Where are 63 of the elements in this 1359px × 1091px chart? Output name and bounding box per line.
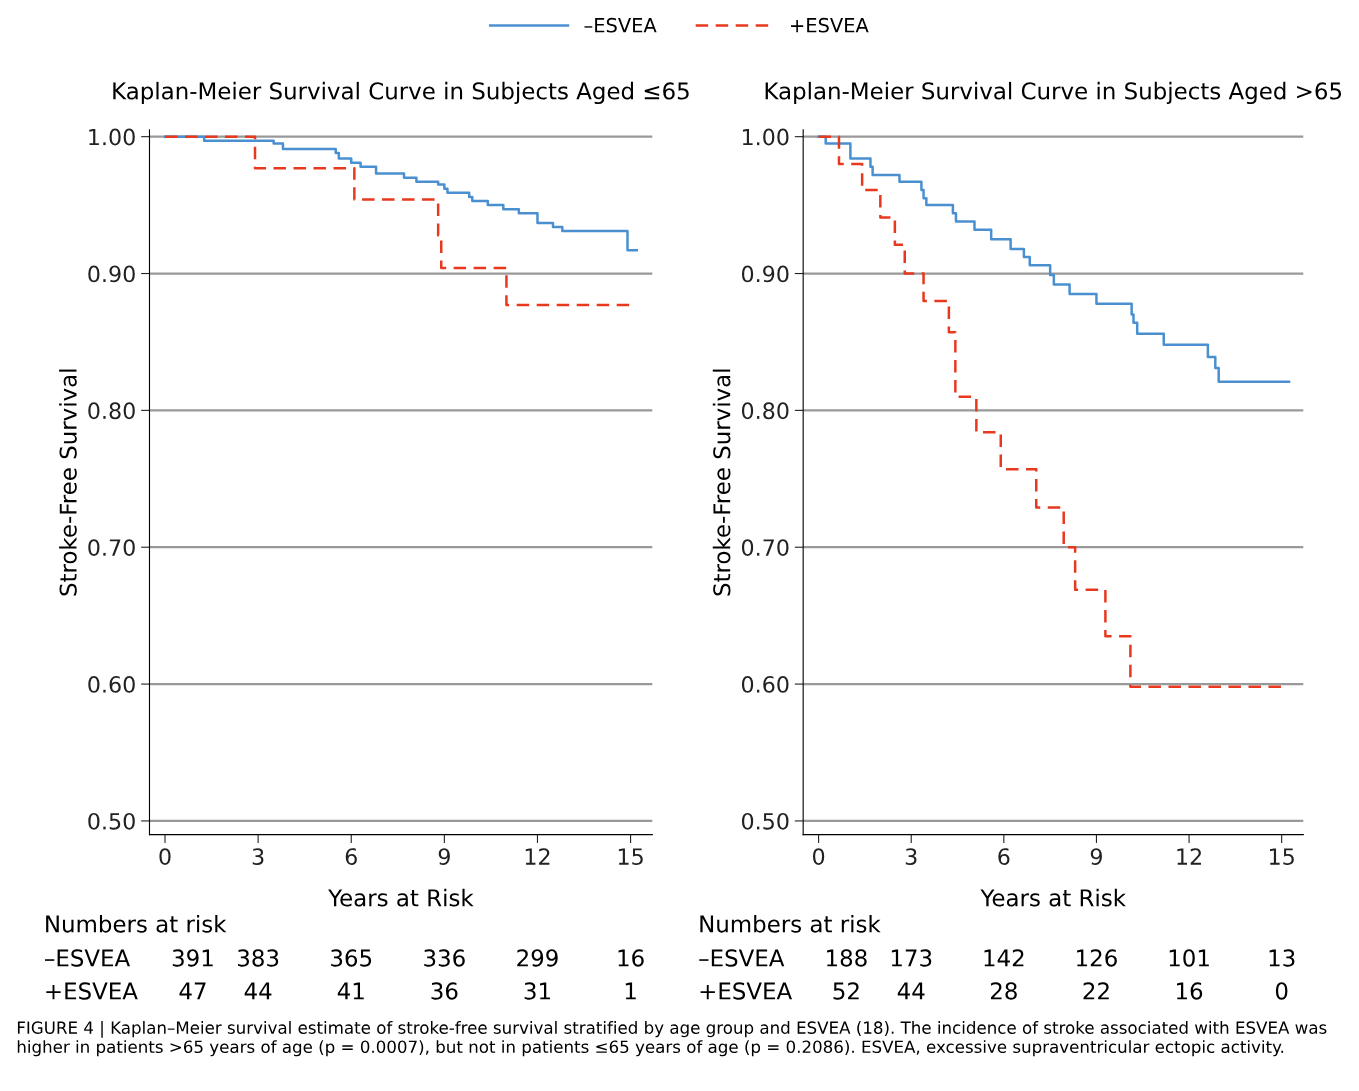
- chart-title: Kaplan-Meier Survival Curve in Subjects Aged >65: [765, 81, 1342, 105]
- text: 16: [618, 949, 644, 967]
- text: –ESVEA: [699, 949, 785, 967]
- x-tick-label: 3: [252, 848, 264, 866]
- text: –ESVEA: [45, 949, 131, 967]
- y-tick-label: 0.80: [88, 402, 135, 420]
- text: 336: [424, 949, 465, 967]
- y-tick-label: 0.50: [741, 812, 789, 830]
- x-tick-label: 3: [905, 848, 917, 866]
- y-tick-label: 1.00: [89, 128, 135, 146]
- caption: FIGURE 4 | Kaplan–Meier survival estimate of stroke-free survival stratified by age group and ESVEA (18). The incidence of stroke associated with ESVEA was higher in patients >65 years of age (p = 0.0007), but not in patients ≤65 years of age (p = 0.2086). ESVEA, excessive supraventricular ectopic activity.: [17, 1020, 1327, 1057]
- text: 188: [827, 949, 867, 967]
- x-tick-label: 15: [1269, 848, 1294, 866]
- y-axis-title: Stroke-Free Survival: [59, 369, 77, 596]
- text: 31: [524, 982, 550, 1000]
- text: 44: [244, 982, 272, 1000]
- x-axis-title: Years at Risk: [328, 888, 474, 907]
- y-tick-label: 0.60: [741, 676, 789, 693]
- text: 365: [331, 949, 372, 967]
- x-tick-label: 6: [345, 848, 357, 866]
- x-tick-label: 12: [525, 848, 550, 865]
- x-tick-label: 0: [813, 848, 825, 866]
- y-tick-label: 0.70: [88, 539, 135, 556]
- text: 41: [337, 982, 364, 1000]
- text: 16: [1176, 982, 1203, 1000]
- text: Numbers at risk: [700, 914, 881, 933]
- text: 36: [431, 982, 458, 1000]
- x-axis-title: Years at Risk: [980, 888, 1126, 907]
- text: 13: [1269, 949, 1295, 967]
- text: 52: [833, 982, 859, 1000]
- text: 391: [172, 949, 213, 967]
- y-tick-label: 0.80: [741, 402, 789, 420]
- y-tick-label: 0.90: [88, 265, 135, 283]
- x-tick-label: 15: [618, 848, 643, 866]
- y-tick-label: 0.50: [88, 812, 135, 830]
- text: 383: [238, 949, 279, 967]
- x-tick-label: 0: [159, 848, 171, 866]
- text: 173: [891, 949, 932, 967]
- text: 44: [897, 982, 925, 1000]
- x-tick-label: 9: [1090, 848, 1102, 866]
- x-tick-label: 9: [438, 848, 450, 866]
- text: 1: [625, 982, 636, 1000]
- text: 126: [1077, 949, 1117, 967]
- text: Numbers at risk: [46, 914, 227, 933]
- chart-title: Kaplan-Meier Survival Curve in Subjects Aged ≤65: [113, 81, 689, 105]
- y-tick-label: 0.90: [741, 265, 789, 283]
- text: 0: [1275, 982, 1288, 1000]
- text: +ESVEA: [700, 982, 793, 1000]
- text: 47: [179, 982, 206, 1000]
- y-axis-title: Stroke-Free Survival: [712, 369, 731, 596]
- text: 299: [517, 949, 558, 967]
- text: 22: [1083, 982, 1109, 1000]
- text: +ESVEA: [46, 982, 138, 1000]
- x-tick-label: 6: [998, 848, 1010, 866]
- legend-label: –ESVEA: [584, 17, 657, 33]
- y-tick-label: 0.70: [741, 539, 789, 556]
- text: 101: [1169, 949, 1209, 967]
- text: 28: [990, 982, 1017, 1000]
- text: 142: [984, 949, 1024, 967]
- y-tick-label: 1.00: [742, 128, 789, 146]
- y-tick-label: 0.60: [88, 676, 135, 693]
- legend-label: +ESVEA: [791, 17, 869, 33]
- x-tick-label: 12: [1177, 848, 1201, 865]
